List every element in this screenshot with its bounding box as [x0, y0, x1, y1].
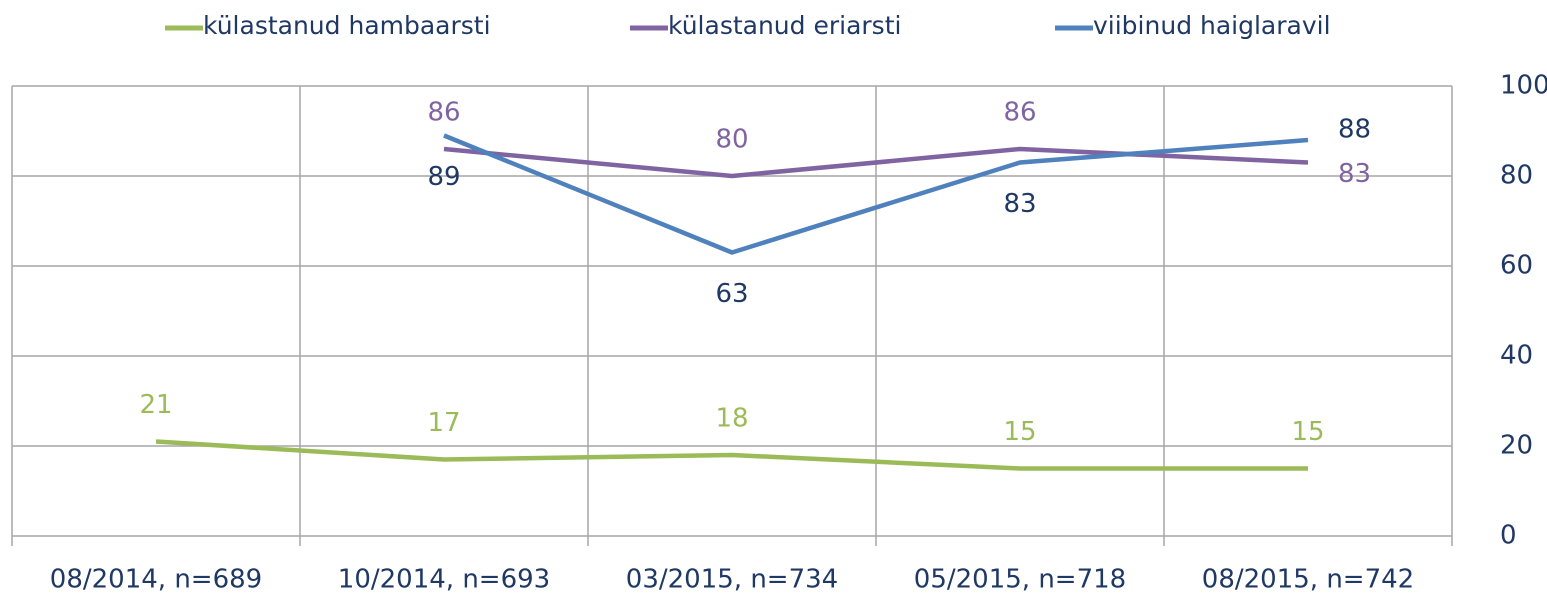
data-label: 89 — [427, 162, 460, 192]
data-label: 18 — [715, 404, 748, 434]
legend-label: külastanud hambaarsti — [203, 11, 491, 40]
data-label: 17 — [427, 408, 460, 438]
data-label: 15 — [1291, 417, 1324, 447]
series-line — [155, 439, 1308, 471]
y-tick-label: 20 — [1500, 431, 1533, 461]
data-label: 86 — [1003, 98, 1036, 128]
data-label: 86 — [427, 98, 460, 128]
data-label: 15 — [1003, 417, 1036, 447]
x-tick-label: 05/2015, n=718 — [914, 565, 1126, 595]
series-line — [443, 146, 1309, 179]
x-tick-label: 10/2014, n=693 — [338, 565, 550, 595]
y-tick-label: 60 — [1500, 251, 1533, 281]
y-tick-label: 0 — [1500, 521, 1517, 551]
data-label: 63 — [715, 279, 748, 309]
legend-label: külastanud eriarsti — [668, 11, 901, 40]
x-tick-label: 08/2014, n=689 — [50, 565, 262, 595]
y-tick-label: 100 — [1500, 71, 1547, 101]
y-tick-label: 80 — [1500, 161, 1533, 191]
data-label: 88 — [1338, 115, 1371, 145]
data-label: 83 — [1003, 189, 1036, 219]
data-label: 80 — [715, 125, 748, 155]
data-label: 21 — [139, 390, 172, 420]
y-tick-label: 40 — [1500, 341, 1533, 371]
legend-label: viibinud haiglaravil — [1093, 11, 1331, 40]
x-tick-label: 03/2015, n=734 — [626, 565, 838, 595]
data-label: 83 — [1338, 159, 1371, 189]
series-line — [443, 133, 1309, 255]
x-tick-label: 08/2015, n=742 — [1202, 565, 1414, 595]
